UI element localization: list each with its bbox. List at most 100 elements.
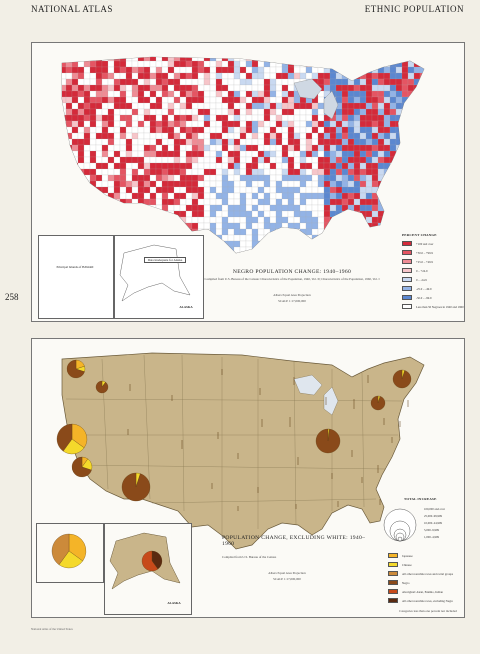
county-cell — [161, 102, 169, 110]
county-cell — [401, 204, 409, 212]
county-cell — [257, 222, 265, 230]
county-cell — [245, 180, 253, 188]
county-cell — [77, 150, 85, 158]
county-cell — [245, 192, 253, 200]
county-cell — [281, 72, 289, 80]
county-cell — [65, 168, 73, 176]
county-cell — [245, 138, 253, 146]
county-cell — [101, 150, 109, 158]
county-cell — [275, 138, 283, 146]
county-cell — [317, 186, 325, 194]
county-cell — [353, 240, 361, 248]
county-cell — [269, 204, 277, 212]
county-cell — [413, 186, 421, 194]
county-cell — [71, 198, 79, 206]
county-cell — [263, 144, 271, 152]
county-cell — [197, 192, 205, 200]
county-cell — [269, 150, 277, 158]
county-cell — [317, 174, 325, 182]
county-cell — [185, 192, 193, 200]
county-cell — [323, 78, 331, 86]
county-cell — [281, 228, 289, 236]
county-cell — [383, 126, 391, 134]
legend-item: +50.0 – +99.9 — [402, 250, 433, 255]
map1-subtitle: Compiled from U.S. Bureau of the Census:… — [204, 277, 380, 281]
county-cell — [221, 174, 229, 182]
county-cell — [62, 198, 67, 206]
county-cell — [71, 90, 79, 98]
county-cell — [125, 210, 133, 218]
county-cell — [389, 144, 397, 152]
header-right: ETHNIC POPULATION — [364, 4, 464, 14]
county-cell — [137, 174, 145, 182]
county-cell — [149, 180, 157, 188]
county-cell — [155, 162, 163, 170]
county-cell — [251, 60, 259, 68]
county-cell — [233, 60, 241, 68]
county-cell — [269, 102, 277, 110]
county-cell — [245, 198, 253, 206]
county-cell — [227, 228, 235, 236]
county-cell — [131, 66, 139, 74]
county-cell — [215, 72, 223, 80]
county-cell — [395, 120, 403, 128]
county-cell — [209, 144, 217, 152]
county-cell — [173, 138, 181, 146]
county-cell — [317, 198, 325, 206]
county-cell — [197, 108, 205, 116]
county-cell — [173, 192, 181, 200]
county-cell — [215, 126, 223, 134]
county-cell — [233, 78, 241, 86]
county-cell — [215, 162, 223, 170]
county-cell — [353, 144, 361, 152]
county-cell — [209, 204, 217, 212]
county-cell — [263, 78, 271, 86]
county-cell — [167, 84, 175, 92]
legend-swatch — [402, 277, 412, 282]
county-cell — [233, 228, 241, 236]
county-cell — [227, 198, 235, 206]
county-cell — [71, 108, 79, 116]
county-cell — [311, 108, 319, 116]
county-cell — [395, 222, 403, 230]
county-cell — [83, 156, 91, 164]
county-cell — [275, 222, 283, 230]
county-cell — [179, 204, 187, 212]
county-cell — [426, 127, 432, 133]
county-cell — [239, 156, 247, 164]
county-cell — [107, 162, 115, 170]
county-cell — [365, 234, 373, 242]
county-cell — [365, 162, 373, 170]
county-cell — [335, 57, 343, 62]
county-cell — [161, 90, 169, 98]
county-cell — [389, 60, 397, 68]
county-cell — [335, 198, 343, 206]
county-cell — [311, 204, 319, 212]
county-cell — [389, 114, 397, 122]
county-cell — [323, 120, 331, 128]
county-cell — [377, 252, 385, 253]
county-cell — [287, 192, 295, 200]
county-cell — [371, 186, 379, 194]
county-cell — [113, 162, 121, 170]
county-cell — [293, 144, 301, 152]
county-cell — [353, 192, 361, 200]
county-cell — [341, 240, 349, 248]
county-cell — [143, 126, 151, 134]
county-cell — [83, 198, 91, 206]
county-cell — [263, 204, 271, 212]
county-cell — [251, 144, 259, 152]
county-cell — [257, 102, 265, 110]
county-cell — [95, 120, 103, 128]
county-cell — [197, 162, 205, 170]
county-cell — [287, 204, 295, 212]
county-cell — [119, 150, 127, 158]
county-cell — [227, 66, 235, 74]
county-cell — [426, 85, 432, 91]
county-cell — [347, 162, 355, 170]
county-cell — [137, 72, 145, 80]
county-cell — [317, 252, 325, 253]
county-cell — [395, 162, 403, 170]
county-cell — [71, 144, 79, 152]
county-cell — [347, 252, 355, 253]
